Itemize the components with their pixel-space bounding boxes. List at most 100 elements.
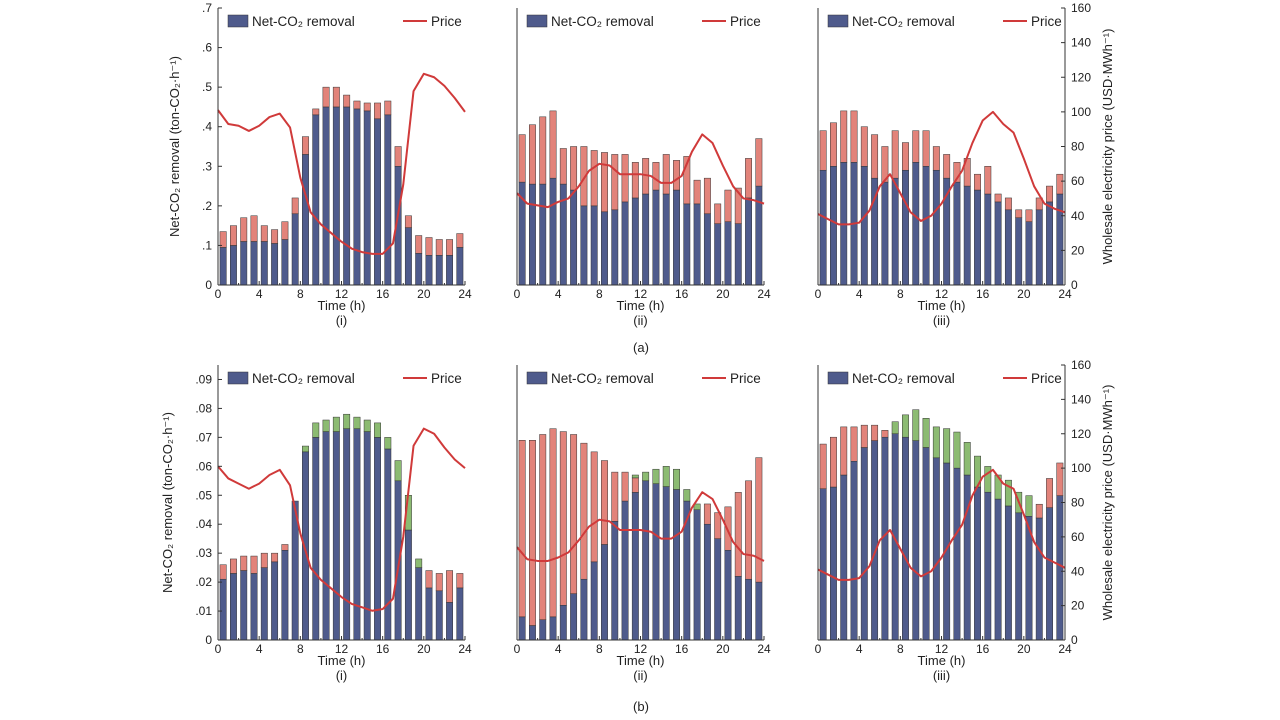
panel-b-1-bar-15-seg-2	[374, 422, 381, 438]
panel-a-2-bar-16-seg-1	[683, 156, 691, 205]
panel-a-3-y2tick-label-100: 100	[1071, 105, 1091, 119]
panel-a-1-ytick-label-0.7: .7	[202, 1, 212, 15]
panel-a-1-bar-18-seg-1	[404, 215, 412, 228]
panel-a-1-bar-20-seg-0	[425, 255, 433, 286]
panel-b-2-bar-1-seg-0	[529, 625, 536, 641]
panel-a-2-bar-6-seg-1	[580, 146, 588, 207]
panel-b-1-bar-4-seg-0	[260, 567, 268, 641]
panel-b-1-bar-12-seg-2	[343, 413, 351, 429]
panel-a-2-label: (ii)	[633, 313, 647, 328]
panel-a-3-bar-17-seg-0	[994, 201, 1002, 286]
panel-b-3-bar-13-seg-0	[953, 467, 961, 641]
panel-a-1-bar-0-seg-0	[219, 247, 227, 286]
panel-a-2-bar-15-seg-0	[673, 189, 680, 286]
panel-b-3-ylabel-right: Wholesale electricity price (USD·MWh⁻¹)	[1100, 385, 1115, 621]
panel-b-1-bar-13-seg-0	[353, 428, 361, 641]
panel-b-2-bar-0-seg-0	[518, 616, 526, 641]
panel-b-3-bar-8-seg-2	[902, 414, 909, 438]
panel-b-2-bar-23-seg-1	[755, 457, 763, 583]
panel-b-3-xtick-label-0: 0	[815, 642, 822, 656]
panel-b-1-bar-16-seg-0	[384, 448, 392, 641]
panel-b-2-bar-21-seg-1	[734, 492, 742, 577]
panel-a-1-price-line	[217, 72, 466, 255]
panel-b-1-xtick-label-16: 16	[376, 642, 390, 656]
panel-a-3-xtick-label-20: 20	[1017, 287, 1031, 301]
panel-b-3-bar-22-seg-0	[1046, 507, 1053, 641]
panel-b-3-price-line	[817, 468, 1066, 581]
panel-b-3-bar-16-seg-0	[984, 491, 992, 641]
panel-b-1-ytick-label-0.08: .08	[195, 401, 212, 415]
panel-b-1-bar-16-seg-2	[384, 437, 392, 450]
panel-b-2-bar-13-seg-2	[652, 468, 660, 484]
panel-b-3-y2tick-label-40: 40	[1071, 564, 1085, 578]
panel-b-2-bar-3-seg-1	[549, 428, 557, 618]
panel-b-3-bar-22-seg-1	[1046, 478, 1053, 508]
panel-b-2-bar-14-seg-0	[662, 486, 670, 641]
panel-b-2-bar-23-seg-0	[755, 581, 763, 641]
panel-a-1-bar-23-seg-1	[456, 233, 464, 248]
panel-a-3-bar-11-seg-1	[932, 146, 940, 171]
panel-a-1-xtick-label-8: 8	[297, 287, 304, 301]
panel-a-1-bar-16-seg-0	[384, 114, 392, 286]
panel-a-2-bar-5-seg-1	[570, 146, 578, 191]
panel-a-3-bar-1-seg-0	[830, 166, 837, 286]
panel-b-2-bar-5-seg-0	[570, 593, 578, 641]
panel-b-1-bar-11-seg-0	[332, 431, 340, 641]
panel-a-3-xtick-label-24: 24	[1058, 287, 1072, 301]
panel-b-2-bar-15-seg-2	[673, 468, 680, 490]
panel-a-2-bar-0-seg-1	[518, 134, 526, 183]
panel-a-3-bar-9-seg-1	[912, 130, 920, 163]
panel-a-2-bar-13-seg-0	[652, 189, 660, 286]
panel-a-1-bar-8-seg-1	[302, 136, 309, 155]
panel-b-1-legend-bar-label: Net-CO₂ removal	[252, 371, 355, 386]
panel-b-1-bar-0-seg-0	[219, 578, 227, 641]
panel-b-1-ytick-label-0.05: .05	[195, 488, 212, 502]
panel-a-1-ylabel-left: Net-CO₂ removal (ton-CO₂·h⁻¹)	[167, 56, 182, 237]
panel-b-2-bar-11-seg-1	[631, 477, 639, 493]
panel-a-2-xtick-label-20: 20	[716, 287, 730, 301]
panel-a-1-ytick-label-0.5: .5	[202, 80, 212, 94]
panel-a-3-bar-23-seg-0	[1056, 193, 1064, 286]
panel-a-1-legend-bar-swatch	[227, 14, 249, 28]
panel-a-3-bar-22-seg-0	[1046, 201, 1053, 286]
panel-b-3-bar-11-seg-2	[932, 426, 940, 459]
panel-a-1-ytick-label-0.1: .1	[202, 238, 212, 252]
panel-a-1-bar-22-seg-0	[446, 255, 453, 286]
panel-b-1-bar-22-seg-0	[446, 602, 453, 641]
panel-b-1-bar-8-seg-2	[302, 445, 309, 453]
panel-a-1-legend-bar-label: Net-CO₂ removal	[252, 14, 355, 29]
panel-b-2-xtick-label-24: 24	[757, 642, 771, 656]
panel-b-2-label: (ii)	[633, 668, 647, 683]
panel-a-2-legend-bar-swatch	[526, 14, 548, 28]
panel-a-2-bar-9-seg-1	[611, 154, 619, 211]
panel-b-1-bar-2-seg-0	[240, 570, 248, 641]
panel-b-1-xtick-label-12: 12	[335, 642, 349, 656]
panel-b-3-bar-10-seg-2	[922, 418, 930, 448]
panel-a-1-xtick-label-24: 24	[458, 287, 472, 301]
panel-a-1-bar-9-seg-0	[312, 114, 320, 286]
panel-a-2-bar-22-seg-0	[745, 197, 752, 286]
panel-b-1-bar-4-seg-1	[260, 552, 268, 568]
panel-b-2-xtick-label-8: 8	[596, 642, 603, 656]
panel-a-3-bar-5-seg-1	[871, 134, 879, 179]
panel-b-1-bar-10-seg-2	[322, 419, 330, 432]
panel-a-1-ytick-label-0.2: .2	[202, 199, 212, 213]
panel-a-2-bar-22-seg-1	[745, 158, 752, 199]
panel-a-2-xtick-label-12: 12	[634, 287, 648, 301]
panel-b-3-bar-16-seg-2	[984, 466, 992, 493]
panel-a-3-y2tick-label-40: 40	[1071, 209, 1085, 223]
panel-b-2-bar-8-seg-1	[601, 460, 608, 545]
panel-b-1-bar-1-seg-0	[230, 573, 237, 641]
panel-b-3-bar-4-seg-1	[860, 424, 868, 448]
panel-a-2-bar-2-seg-1	[539, 116, 547, 185]
panel-b-3-y2tick-label-140: 140	[1071, 392, 1091, 406]
panel-a-1-bar-1-seg-1	[230, 225, 237, 246]
panel-a-2-bar-7-seg-0	[590, 205, 598, 286]
panel-a-1-bar-13-seg-0	[353, 108, 361, 286]
panel-a-1-bar-4-seg-0	[260, 241, 268, 286]
panel-b-2-bar-11-seg-2	[631, 474, 639, 479]
panel-b-1-bar-18-seg-0	[404, 529, 412, 641]
panel-b-1-bar-11-seg-2	[332, 416, 340, 432]
panel-b-2-bar-6-seg-1	[580, 442, 588, 580]
